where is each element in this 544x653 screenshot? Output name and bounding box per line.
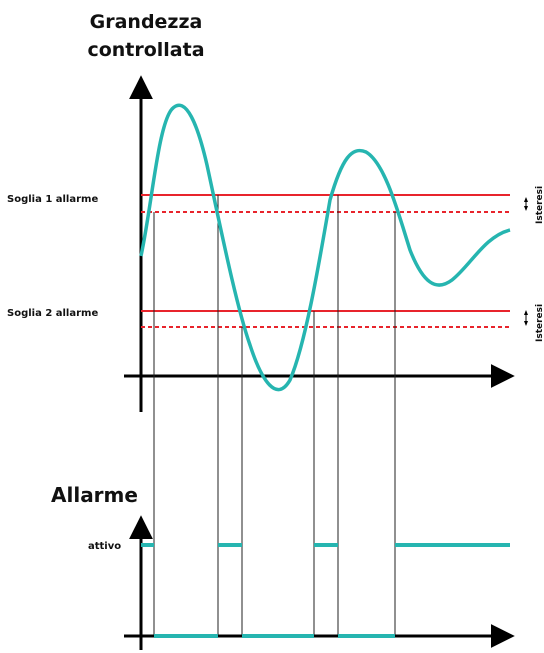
threshold-2-label: Soglia 2 allarme (7, 308, 98, 319)
alarm-title: Allarme (51, 483, 138, 507)
chart-title-line2: controllata (87, 39, 204, 61)
alarm-state-signal (141, 543, 510, 638)
active-label: attivo (88, 541, 121, 552)
crossing-guides (153, 195, 396, 636)
hysteresis-2-label: Isteresi (535, 304, 544, 342)
controlled-signal-curve (139, 103, 511, 392)
chart-title-line1: Grandezza (90, 11, 203, 33)
threshold-1-label: Soglia 1 allarme (7, 194, 98, 205)
hysteresis-1-label: Isteresi (535, 186, 544, 224)
